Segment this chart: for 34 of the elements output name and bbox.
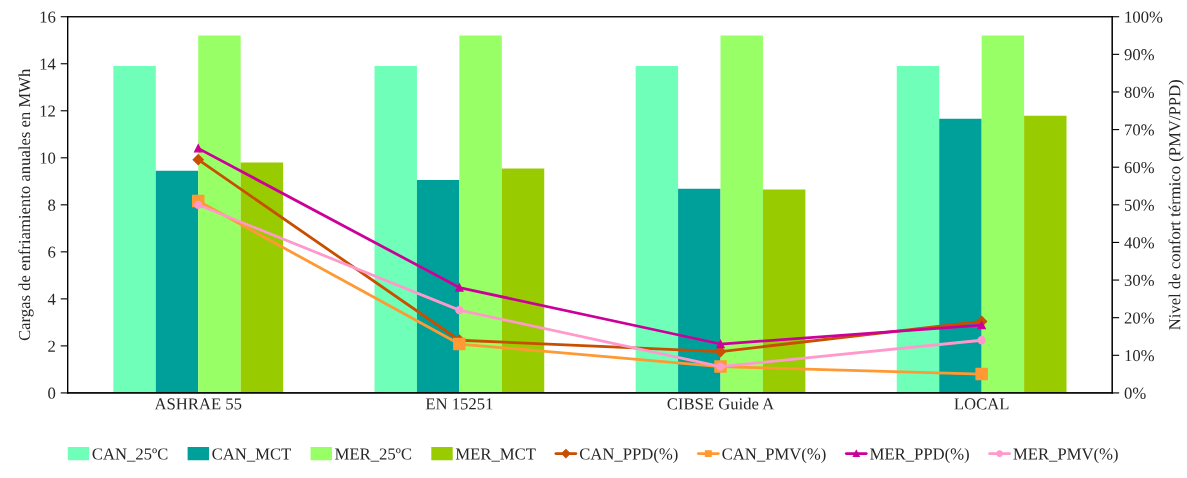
y2-tick-label: 40% [1124, 237, 1155, 249]
legend-label: CAN_PPD(%) [579, 447, 678, 463]
y2-tick-label: 100% [1125, 11, 1163, 23]
y2-tick-label: 70% [1125, 124, 1155, 136]
y-tick-label: 6 [48, 246, 56, 258]
x-tick-label: LOCAL [954, 398, 1009, 410]
y-tick-label: 2 [48, 340, 55, 352]
legend-label: MER_PMV(%) [1013, 447, 1118, 463]
y2-tick-label: 30% [1124, 274, 1155, 287]
legend-label: MER_MCT [455, 448, 536, 462]
legend-label: CAN_MCT [212, 448, 291, 462]
legend-label: MER_PPD(%) [870, 447, 969, 463]
y-tick-label: 10 [40, 152, 56, 164]
y-tick-label: 14 [40, 58, 56, 70]
y-tick-label: 8 [48, 199, 56, 211]
y2-tick-label: 20% [1124, 312, 1155, 324]
y2-tick-label: 10% [1125, 350, 1155, 362]
x-tick-label: EN 15251 [425, 398, 493, 410]
y-tick-label: 12 [40, 105, 55, 117]
y2-tick-label: 60% [1124, 161, 1155, 174]
y-tick-label: 4 [47, 293, 56, 305]
legend-label: MER_25ºC [335, 448, 412, 462]
y-tick-label: 16 [40, 11, 56, 23]
y2-tick-label: 0% [1124, 387, 1146, 399]
legend-label: CAN_25ºC [92, 448, 168, 462]
y2-tick-label: 80% [1124, 86, 1155, 98]
legend-label: CAN_PMV(%) [722, 447, 826, 463]
y2-tick-label: 90% [1124, 49, 1155, 61]
y2-axis-title: Nivel de confort térmico (PMV/PPD) [1168, 80, 1184, 330]
x-tick-label: ASHRAE 55 [154, 398, 242, 410]
x-tick-label: CIBSE Guide A [667, 397, 775, 410]
y-axis-title: Cargas de enfriamiento anuales en MWh [18, 68, 34, 341]
y2-tick-label: 50% [1124, 199, 1155, 211]
y-tick-label: 0 [48, 387, 56, 399]
